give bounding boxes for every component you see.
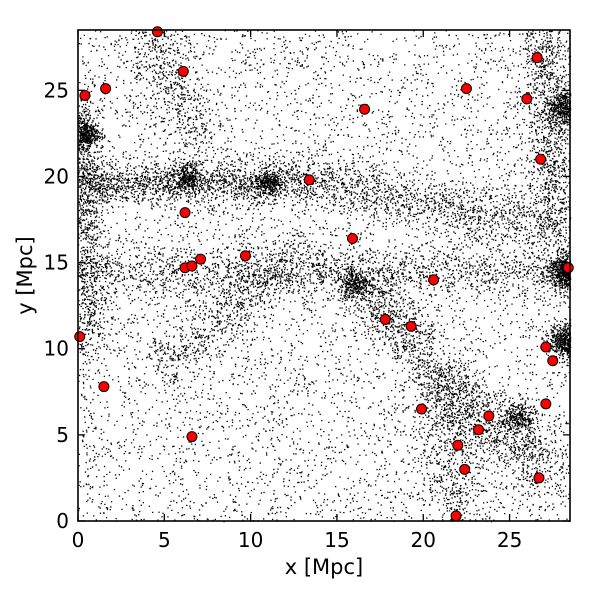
- halo-point-20: [74, 331, 86, 343]
- plot-frame: [77, 29, 571, 522]
- y-tick-label: 20: [44, 164, 69, 188]
- halo-point-5: [460, 83, 472, 95]
- halo-point-22: [547, 355, 559, 367]
- halo-point-19: [405, 320, 417, 332]
- halo-point-7: [359, 103, 371, 115]
- y-tick-label: 10: [44, 337, 69, 361]
- halo-point-26: [483, 410, 495, 422]
- x-axis-label: x [Mpc]: [285, 555, 363, 579]
- halo-point-8: [535, 153, 547, 165]
- halo-point-29: [452, 439, 464, 451]
- halo-point-30: [459, 463, 471, 475]
- halo-point-15: [186, 260, 198, 272]
- y-tick-label: 25: [44, 78, 69, 102]
- y-tick-label: 0: [56, 509, 69, 533]
- halo-point-18: [379, 313, 391, 325]
- halo-point-16: [428, 274, 440, 286]
- halo-point-27: [473, 424, 485, 436]
- halo-point-6: [521, 93, 533, 105]
- halo-point-23: [98, 381, 110, 393]
- halo-point-9: [303, 174, 315, 186]
- halo-point-13: [195, 253, 207, 265]
- halo-point-25: [416, 403, 428, 415]
- x-tick-label: 20: [411, 528, 436, 552]
- halo-point-2: [177, 65, 189, 77]
- halo-point-24: [540, 398, 552, 410]
- halo-point-1: [531, 52, 543, 64]
- halo-point-0: [151, 26, 163, 38]
- halo-point-10: [179, 207, 191, 219]
- halo-point-31: [533, 472, 545, 484]
- particle-points: [78, 30, 572, 523]
- halo-markers: [74, 26, 574, 522]
- halo-point-21: [540, 341, 552, 353]
- halo-point-11: [346, 232, 358, 244]
- halo-point-32: [450, 510, 462, 522]
- halo-point-4: [100, 83, 112, 95]
- y-tick-label: 15: [44, 251, 69, 275]
- y-tick-label: 5: [56, 423, 69, 447]
- halo-point-28: [186, 431, 198, 443]
- halo-point-12: [239, 250, 251, 262]
- halo-point-17: [562, 262, 574, 274]
- x-tick-label: 25: [497, 528, 522, 552]
- x-tick-label: 5: [158, 528, 171, 552]
- halo-point-3: [79, 89, 91, 101]
- x-tick-labels: 0 5 10 15 20 25: [72, 528, 523, 552]
- x-tick-label: 0: [72, 528, 85, 552]
- particle-cloud: [78, 30, 572, 523]
- x-tick-label: 10: [238, 528, 263, 552]
- y-axis-label: y [Mpc]: [13, 236, 37, 314]
- y-tick-labels: 0 5 10 15 20 25: [44, 78, 69, 533]
- x-tick-label: 15: [324, 528, 349, 552]
